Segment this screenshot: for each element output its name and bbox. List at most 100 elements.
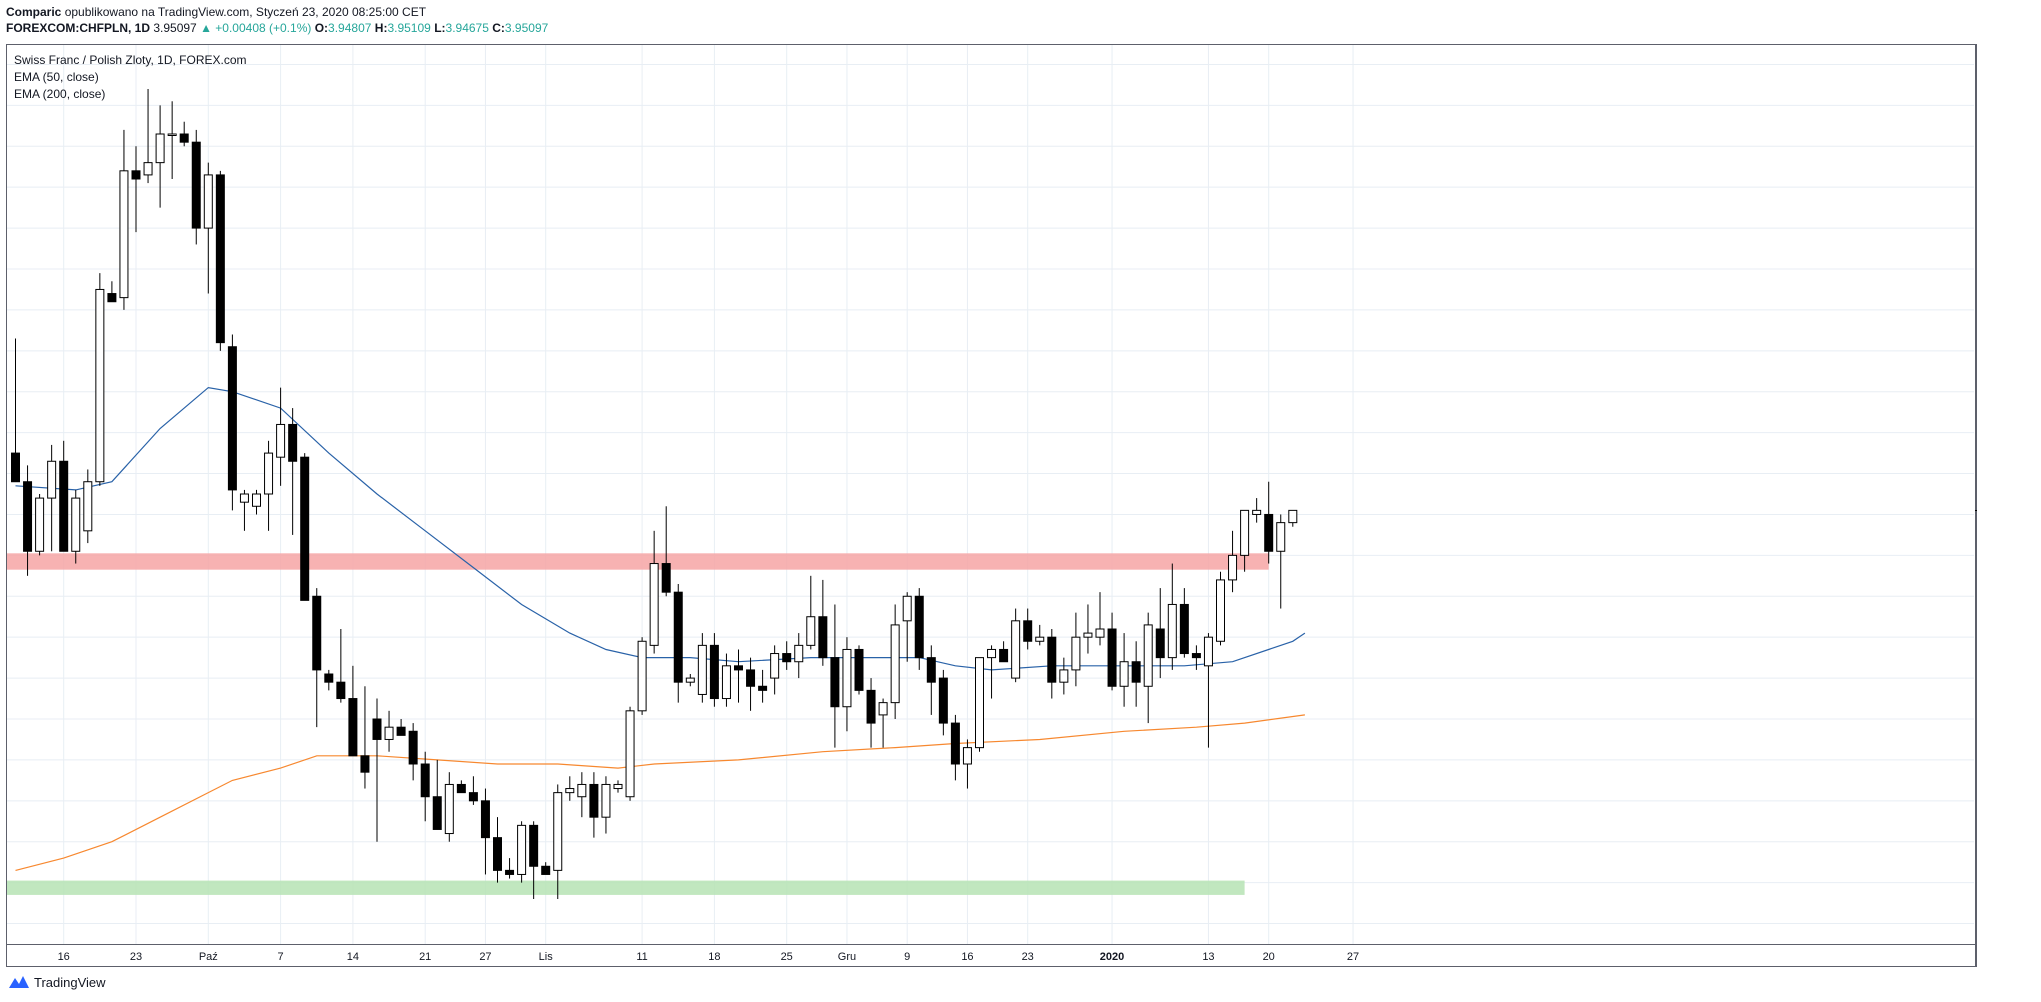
time-axis[interactable]: 16 23 Paź 7 14 21 27 Lis 11 18 25 Gru 9 16 23 2020 13 20 2… (58, 951, 1360, 963)
legend-ema200: EMA (200, close) (14, 87, 105, 101)
candle (517, 821, 527, 883)
candle (830, 604, 840, 748)
open-value: 3.94807 (328, 21, 372, 35)
candle-body (95, 288, 105, 483)
candle-body (938, 677, 948, 724)
candle (95, 273, 105, 486)
candle (637, 637, 647, 715)
candle (770, 645, 780, 695)
author-name: Comparic (6, 5, 62, 19)
candle-body (179, 133, 189, 143)
candle-body (312, 595, 322, 671)
x-tick-label: 7 (278, 951, 284, 963)
candle-body (215, 174, 225, 344)
candle (227, 334, 237, 511)
candle (384, 710, 394, 752)
candle-body (167, 133, 177, 136)
candle-body (71, 497, 81, 552)
candle (83, 469, 93, 544)
chart-frame[interactable]: 3.850003.860003.870003.880003.890003.900… (6, 44, 2021, 967)
candle-body (360, 755, 370, 773)
candle-body (649, 563, 659, 646)
candle (999, 641, 1009, 663)
price-chart[interactable]: 3.850003.860003.870003.880003.890003.900… (6, 44, 2021, 967)
candle-body (1191, 653, 1201, 659)
price-zones (6, 553, 1269, 895)
candle (1252, 498, 1262, 523)
candle (119, 129, 129, 310)
candle (734, 649, 743, 703)
candle (950, 714, 960, 781)
candle (975, 657, 984, 752)
x-tick-label: 23 (1022, 951, 1034, 963)
candle (444, 772, 454, 842)
candle (541, 862, 551, 875)
candle (360, 686, 370, 789)
candle (890, 604, 900, 719)
x-tick-label: 20 (1263, 951, 1275, 963)
author-line: Comparic opublikowano na TradingView.com… (6, 4, 548, 20)
close-value: 3.95097 (504, 21, 549, 35)
candle-body (975, 657, 984, 749)
candle-body (541, 865, 551, 875)
candle (432, 759, 442, 830)
candle (1131, 641, 1141, 707)
publication-header: Comparic opublikowano na TradingView.com… (6, 4, 548, 36)
candle (71, 489, 81, 564)
candle (35, 494, 45, 556)
candle-body (589, 783, 599, 818)
ema200-line (15, 714, 1305, 871)
candle-body (11, 452, 20, 483)
low-value: 3.94675 (445, 21, 489, 35)
candle (746, 657, 756, 711)
candle (1288, 509, 1298, 527)
candle-body (384, 726, 394, 740)
candle-body (59, 460, 69, 552)
candle (1143, 612, 1153, 724)
last-price: 3.95097 (153, 21, 197, 35)
candle-body (1119, 661, 1129, 687)
candle (300, 453, 310, 601)
candle-body (878, 702, 888, 716)
candle (1191, 645, 1201, 670)
x-tick-label: Paź (199, 951, 218, 963)
candle-body (1071, 636, 1081, 671)
candle-body (227, 346, 237, 491)
candle-body (637, 640, 647, 712)
tradingview-logo-icon (9, 976, 29, 988)
candle (1276, 514, 1286, 609)
candle-body (806, 616, 816, 646)
candle-body (734, 665, 743, 671)
candle-body (1131, 661, 1141, 683)
candle (1179, 588, 1189, 658)
candle-body (1288, 509, 1298, 524)
candle (577, 772, 587, 818)
candle (11, 338, 20, 483)
candle (348, 665, 358, 757)
candle-body (794, 644, 804, 663)
candle-body (673, 591, 683, 683)
candle-body (396, 726, 406, 736)
candle (1095, 592, 1105, 646)
candle-body (517, 824, 527, 875)
candle-body (697, 644, 707, 695)
candle-body (1107, 628, 1117, 687)
candle (914, 588, 924, 670)
tradingview-footer[interactable]: TradingView (8, 974, 106, 990)
candle (179, 121, 189, 147)
candle (143, 89, 153, 184)
high-value: 3.95109 (387, 21, 431, 35)
x-tick-label: 16 (961, 951, 973, 963)
candle (239, 489, 249, 531)
candle-body (444, 783, 454, 835)
candle-body (288, 423, 298, 462)
candle-body (770, 653, 780, 679)
grid-lines (6, 44, 1974, 944)
x-tick-label: 11 (636, 951, 647, 963)
candle-body (143, 162, 153, 176)
x-tick-label: 2020 (1100, 951, 1124, 963)
candle (661, 506, 671, 597)
candle-body (613, 783, 623, 790)
candle-body (372, 718, 382, 740)
legend-ema50: EMA (50, close) (14, 70, 99, 84)
